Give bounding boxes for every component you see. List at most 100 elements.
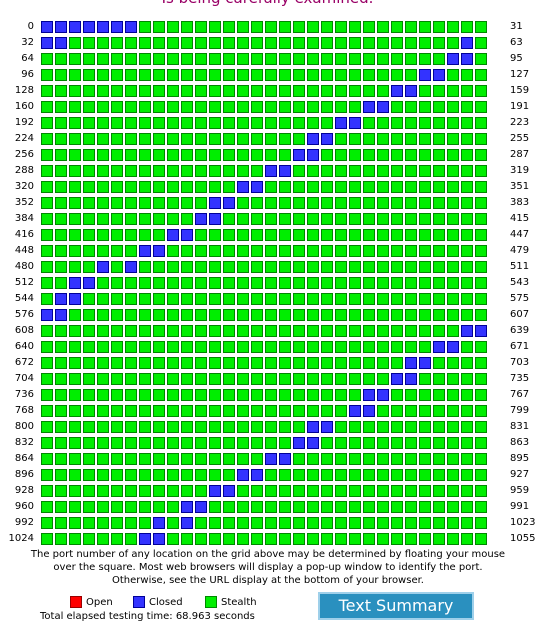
port-cell-stealth[interactable] xyxy=(83,69,95,81)
port-cell-stealth[interactable] xyxy=(55,213,67,225)
port-cell-stealth[interactable] xyxy=(363,245,375,257)
port-cell-stealth[interactable] xyxy=(391,357,403,369)
port-cell-stealth[interactable] xyxy=(55,69,67,81)
port-cell-stealth[interactable] xyxy=(181,309,193,321)
port-cell-stealth[interactable] xyxy=(363,85,375,97)
port-cell-stealth[interactable] xyxy=(195,325,207,337)
port-cell-stealth[interactable] xyxy=(167,69,179,81)
port-cell-stealth[interactable] xyxy=(335,357,347,369)
port-cell-stealth[interactable] xyxy=(181,117,193,129)
port-cell-stealth[interactable] xyxy=(41,165,53,177)
port-cell-stealth[interactable] xyxy=(125,245,137,257)
port-cell-stealth[interactable] xyxy=(307,85,319,97)
port-cell-stealth[interactable] xyxy=(237,405,249,417)
port-cell-stealth[interactable] xyxy=(111,37,123,49)
port-cell-stealth[interactable] xyxy=(447,69,459,81)
port-cell-stealth[interactable] xyxy=(167,485,179,497)
port-cell-stealth[interactable] xyxy=(265,517,277,529)
port-cell-stealth[interactable] xyxy=(335,133,347,145)
port-cell-closed[interactable] xyxy=(321,133,333,145)
port-cell-stealth[interactable] xyxy=(139,229,151,241)
port-cell-stealth[interactable] xyxy=(195,197,207,209)
port-cell-stealth[interactable] xyxy=(195,133,207,145)
port-cell-stealth[interactable] xyxy=(181,85,193,97)
port-cell-stealth[interactable] xyxy=(363,437,375,449)
port-cell-stealth[interactable] xyxy=(293,517,305,529)
port-cell-closed[interactable] xyxy=(461,37,473,49)
port-cell-stealth[interactable] xyxy=(97,117,109,129)
port-cell-stealth[interactable] xyxy=(55,197,67,209)
port-cell-stealth[interactable] xyxy=(111,85,123,97)
port-cell-stealth[interactable] xyxy=(209,341,221,353)
port-cell-stealth[interactable] xyxy=(307,341,319,353)
port-cell-stealth[interactable] xyxy=(181,213,193,225)
port-cell-stealth[interactable] xyxy=(321,501,333,513)
port-cell-stealth[interactable] xyxy=(335,101,347,113)
port-cell-stealth[interactable] xyxy=(139,517,151,529)
port-cell-stealth[interactable] xyxy=(419,213,431,225)
port-cell-stealth[interactable] xyxy=(223,325,235,337)
port-cell-stealth[interactable] xyxy=(391,117,403,129)
port-cell-stealth[interactable] xyxy=(279,437,291,449)
port-cell-stealth[interactable] xyxy=(419,133,431,145)
port-cell-stealth[interactable] xyxy=(83,373,95,385)
port-cell-closed[interactable] xyxy=(447,53,459,65)
port-cell-closed[interactable] xyxy=(41,21,53,33)
port-cell-stealth[interactable] xyxy=(405,229,417,241)
port-cell-stealth[interactable] xyxy=(237,117,249,129)
port-cell-stealth[interactable] xyxy=(265,389,277,401)
port-cell-stealth[interactable] xyxy=(349,469,361,481)
port-cell-stealth[interactable] xyxy=(237,421,249,433)
port-cell-stealth[interactable] xyxy=(419,53,431,65)
port-cell-stealth[interactable] xyxy=(405,517,417,529)
port-cell-stealth[interactable] xyxy=(69,245,81,257)
port-cell-stealth[interactable] xyxy=(307,165,319,177)
port-cell-stealth[interactable] xyxy=(265,181,277,193)
port-cell-stealth[interactable] xyxy=(153,469,165,481)
port-cell-stealth[interactable] xyxy=(265,485,277,497)
port-cell-stealth[interactable] xyxy=(349,101,361,113)
port-cell-stealth[interactable] xyxy=(153,261,165,273)
port-cell-stealth[interactable] xyxy=(265,101,277,113)
port-cell-stealth[interactable] xyxy=(321,325,333,337)
port-cell-stealth[interactable] xyxy=(335,309,347,321)
port-cell-stealth[interactable] xyxy=(251,453,263,465)
port-cell-stealth[interactable] xyxy=(349,341,361,353)
port-cell-stealth[interactable] xyxy=(223,21,235,33)
port-cell-stealth[interactable] xyxy=(349,181,361,193)
port-cell-stealth[interactable] xyxy=(223,181,235,193)
port-cell-stealth[interactable] xyxy=(153,277,165,289)
port-cell-stealth[interactable] xyxy=(97,453,109,465)
port-cell-closed[interactable] xyxy=(321,421,333,433)
port-cell-stealth[interactable] xyxy=(111,501,123,513)
port-cell-closed[interactable] xyxy=(363,389,375,401)
port-cell-stealth[interactable] xyxy=(237,277,249,289)
port-cell-stealth[interactable] xyxy=(461,277,473,289)
port-cell-stealth[interactable] xyxy=(167,405,179,417)
port-cell-stealth[interactable] xyxy=(181,405,193,417)
port-cell-closed[interactable] xyxy=(363,101,375,113)
port-cell-closed[interactable] xyxy=(153,517,165,529)
port-cell-stealth[interactable] xyxy=(195,181,207,193)
port-cell-stealth[interactable] xyxy=(223,293,235,305)
port-cell-stealth[interactable] xyxy=(447,309,459,321)
port-cell-stealth[interactable] xyxy=(195,453,207,465)
port-cell-stealth[interactable] xyxy=(321,53,333,65)
port-cell-stealth[interactable] xyxy=(69,149,81,161)
port-cell-stealth[interactable] xyxy=(69,69,81,81)
port-cell-stealth[interactable] xyxy=(97,85,109,97)
port-cell-stealth[interactable] xyxy=(321,437,333,449)
port-cell-stealth[interactable] xyxy=(209,165,221,177)
port-cell-stealth[interactable] xyxy=(167,149,179,161)
port-cell-stealth[interactable] xyxy=(41,533,53,545)
port-cell-stealth[interactable] xyxy=(447,517,459,529)
port-cell-stealth[interactable] xyxy=(195,517,207,529)
port-cell-stealth[interactable] xyxy=(475,389,487,401)
port-cell-stealth[interactable] xyxy=(251,117,263,129)
port-cell-stealth[interactable] xyxy=(69,165,81,177)
port-cell-stealth[interactable] xyxy=(111,261,123,273)
port-cell-stealth[interactable] xyxy=(209,229,221,241)
port-cell-stealth[interactable] xyxy=(139,197,151,209)
port-cell-closed[interactable] xyxy=(461,53,473,65)
port-cell-stealth[interactable] xyxy=(139,309,151,321)
